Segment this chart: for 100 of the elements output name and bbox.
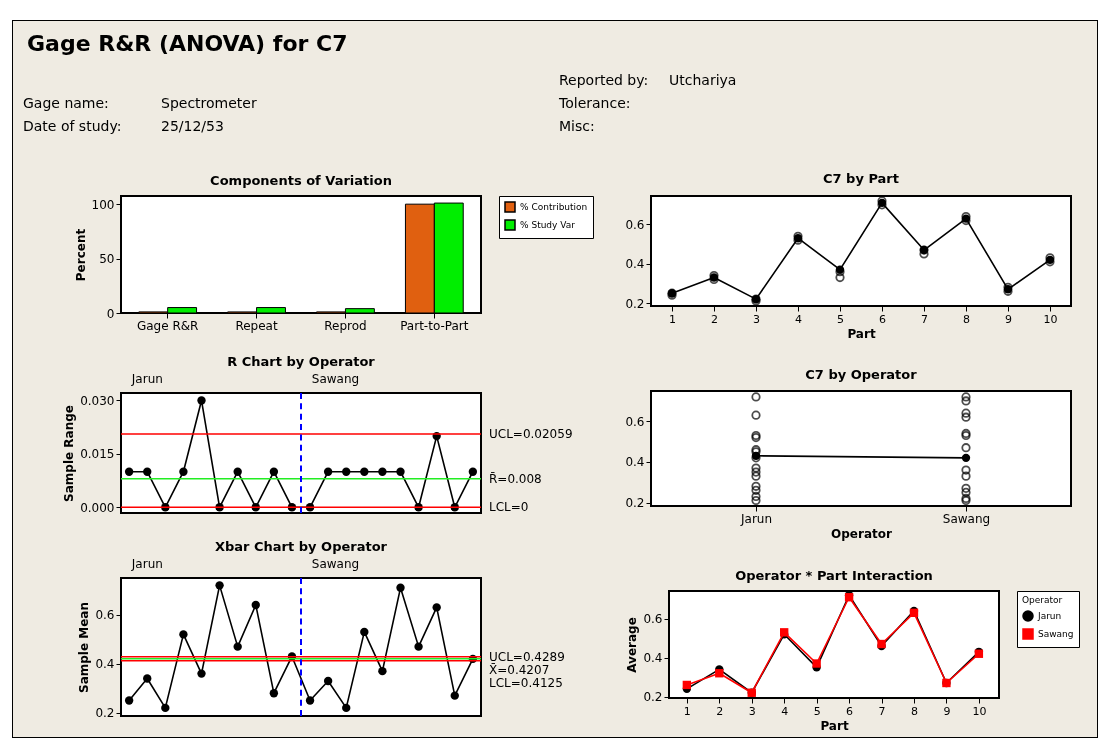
y-tick-label: 0.4 — [625, 257, 645, 272]
point — [682, 680, 692, 690]
point — [360, 467, 369, 476]
point — [269, 689, 279, 698]
point — [378, 666, 387, 676]
text: Jarun — [130, 557, 163, 571]
x-tick-label: 8 — [963, 312, 970, 326]
y-tick-label: 0.015 — [80, 447, 115, 462]
point — [432, 603, 441, 612]
y-axis-title: Sample Range — [62, 405, 77, 502]
x-tick-label: 2 — [711, 312, 718, 326]
text: Gage name: — [23, 95, 109, 111]
text: Spectrometer — [161, 95, 257, 111]
text: Jarun — [130, 372, 163, 386]
point — [396, 467, 405, 476]
x-axis-title: Operator — [831, 526, 892, 541]
point — [835, 272, 845, 283]
point — [360, 627, 369, 637]
y-tick-label: 0.2 — [625, 296, 645, 311]
x-axis-title: Part — [847, 326, 876, 341]
text: Date of study: — [23, 118, 122, 134]
x-tick-label: Repeat — [235, 318, 278, 333]
y-axis-title: Average — [625, 617, 640, 673]
point — [179, 467, 188, 476]
point — [179, 630, 188, 639]
point — [414, 642, 423, 651]
chart-title: R Chart by Operator — [227, 354, 376, 369]
x-tick-label: Gage R&R — [136, 318, 199, 333]
text: Utchariya — [669, 72, 737, 88]
x-tick-label: 5 — [813, 704, 821, 718]
x-tick-label: Reprod — [324, 318, 367, 333]
legend-label: % Study Var — [520, 220, 576, 230]
chart-title: C7 by Part — [823, 170, 899, 186]
x-tick-label: 4 — [795, 312, 802, 326]
y-tick-label: 100 — [91, 197, 115, 212]
y-tick-label: 0.4 — [95, 657, 115, 672]
y-tick-label: 0.6 — [625, 414, 645, 429]
legend-title: Operator — [1022, 595, 1063, 605]
point — [715, 669, 724, 678]
text: Sawang — [311, 372, 360, 386]
ref-line-label: R̄=0.008 — [489, 471, 542, 486]
point — [323, 467, 333, 476]
x-tick-label: 4 — [781, 704, 789, 718]
point — [342, 703, 351, 713]
ref-line-label: LCL=0 — [489, 500, 529, 515]
x-tick-label: 8 — [910, 704, 918, 718]
text: Reported by: — [559, 72, 649, 88]
ref-line-label: UCL=0.02059 — [489, 426, 573, 441]
y-tick-label: 0 — [106, 306, 115, 321]
ref-line-label: LCL=0.4125 — [489, 675, 563, 690]
x-tick-label: Part-to-Part — [400, 318, 469, 333]
point — [124, 467, 134, 476]
text: 25/12/53 — [161, 118, 224, 134]
point — [197, 396, 206, 405]
point — [812, 659, 821, 668]
point — [215, 581, 224, 590]
text: Misc: — [559, 118, 595, 134]
legend-label: % Contribution — [520, 202, 588, 212]
y-tick-label: 0.000 — [80, 500, 115, 515]
x-tick-label: 7 — [878, 704, 886, 718]
y-tick-label: 0.6 — [643, 612, 663, 627]
point — [450, 691, 459, 700]
y-tick-label: 50 — [99, 252, 115, 267]
x-tick-label: 9 — [943, 704, 951, 718]
chart-title: Components of Variation — [210, 172, 392, 188]
x-tick-label: 1 — [683, 704, 691, 718]
legend-label: Jarun — [1037, 611, 1062, 621]
x-tick-label: 9 — [1005, 312, 1012, 326]
y-tick-label: 0.2 — [95, 706, 115, 721]
point — [468, 467, 478, 476]
x-tick-label: 6 — [879, 312, 886, 326]
text: Gage R&R (ANOVA) for C7 — [27, 31, 348, 56]
y-axis-title: Sample Mean — [77, 602, 92, 693]
text: Tolerance: — [559, 95, 631, 111]
y-tick-label: 0.4 — [625, 455, 645, 470]
x-tick-label: 10 — [972, 704, 987, 718]
point — [305, 696, 315, 705]
text: Sawang — [311, 557, 360, 571]
chart-title: C7 by Operator — [805, 366, 918, 382]
legend-label: Sawang — [1038, 629, 1074, 639]
y-tick-label: 0.2 — [625, 496, 645, 511]
point — [233, 642, 242, 651]
x-tick-label: 3 — [748, 704, 756, 718]
x-tick-label: 7 — [921, 312, 928, 326]
point — [396, 583, 405, 592]
y-tick-label: 0.030 — [80, 393, 115, 408]
ref-line-label: UCL=0.4289 — [489, 649, 565, 664]
y-axis-title: Percent — [73, 228, 88, 282]
chart-title: Xbar Chart by Operator — [215, 539, 388, 554]
point — [197, 669, 206, 678]
ref-line-label: X̄=0.4207 — [489, 662, 550, 677]
point — [143, 467, 152, 476]
chart-title: Operator * Part Interaction — [735, 567, 933, 583]
x-tick-label: 5 — [837, 312, 844, 326]
y-tick-label: 0.4 — [643, 651, 663, 666]
point — [233, 467, 242, 476]
x-tick-label: 2 — [716, 704, 724, 718]
point — [342, 467, 351, 476]
point — [143, 674, 152, 683]
y-tick-label: 0.2 — [643, 690, 663, 705]
